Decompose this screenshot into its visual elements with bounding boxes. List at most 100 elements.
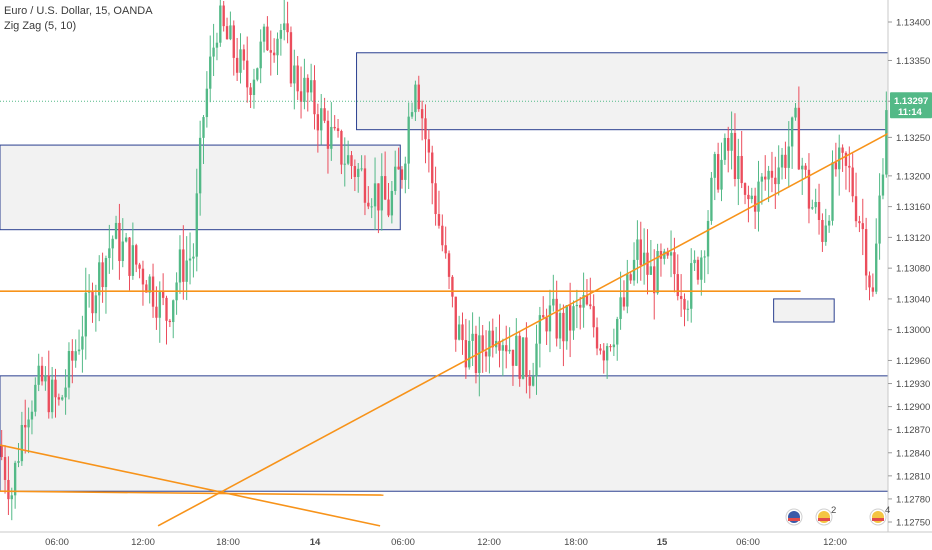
candle-body: [864, 229, 868, 276]
candle-body: [733, 132, 737, 180]
candle-body: [727, 137, 730, 151]
candle-body: [128, 237, 131, 276]
trendline-1: [0, 444, 381, 527]
candle-body: [673, 252, 676, 275]
price-axis-bg: [888, 0, 932, 550]
candle-body: [498, 340, 501, 351]
candle-body: [71, 350, 74, 361]
candle-body: [511, 349, 515, 366]
candle-body: [531, 376, 535, 386]
time-tick-label: 06:00: [45, 537, 69, 548]
candle-body: [394, 166, 397, 191]
candle-body: [619, 297, 622, 319]
price-tick-label: 1.13250: [896, 133, 930, 144]
candle-body: [98, 262, 101, 296]
candle-body: [666, 251, 669, 256]
candle-body: [165, 297, 168, 321]
candle-body: [518, 335, 521, 379]
candle-body: [437, 214, 441, 226]
badge-stripe: [818, 518, 830, 521]
indicator-label: Zig Zag (5, 10): [4, 20, 77, 32]
candle-body: [622, 297, 626, 307]
price-tick-label: 1.13040: [896, 294, 930, 305]
candle-body: [10, 495, 13, 500]
candle-body: [417, 84, 420, 110]
candle-body: [834, 162, 838, 170]
candle-body: [525, 337, 528, 377]
candle-body: [326, 120, 330, 149]
candle-body: [515, 335, 518, 366]
candle-body: [706, 220, 710, 257]
candle-body: [114, 222, 118, 239]
zone-rectangle-2: [0, 375, 889, 492]
candle-body: [616, 318, 619, 345]
candle-body: [464, 340, 468, 368]
candle-body: [797, 107, 801, 170]
price-tick-label: 1.13200: [896, 171, 930, 182]
candle-body: [182, 249, 185, 282]
candle-body: [124, 237, 128, 242]
candle-body: [679, 296, 683, 299]
eu-flag-icon[interactable]: 4: [869, 505, 890, 526]
candle-body: [861, 223, 864, 230]
candle-body: [205, 88, 209, 118]
candle-body: [831, 162, 834, 221]
eu-flag-icon[interactable]: 2: [815, 505, 836, 526]
candle-body: [764, 176, 767, 180]
candle-body: [293, 65, 296, 84]
price-tick-label: 1.13120: [896, 233, 930, 244]
price-tick-label: 1.12840: [896, 448, 930, 459]
candle-body: [528, 376, 531, 386]
candle-body: [242, 49, 246, 61]
candle-body: [185, 260, 188, 282]
candle-body: [663, 251, 666, 259]
candle-body: [0, 445, 3, 458]
time-tick-label: 12:00: [823, 537, 847, 548]
candle-body: [168, 320, 172, 323]
badge-flag: [788, 511, 800, 523]
candle-body: [491, 330, 494, 348]
candle-body: [158, 290, 161, 318]
candle-body: [753, 195, 757, 212]
candle-body: [629, 274, 632, 281]
candle-body: [30, 411, 34, 420]
candle-body: [878, 195, 881, 244]
candle-body: [548, 305, 552, 332]
candle-body: [161, 290, 165, 298]
price-tick-label: 1.13400: [896, 18, 930, 29]
candle-body: [780, 154, 784, 168]
candle-body: [283, 23, 286, 31]
candle-body: [770, 170, 774, 178]
candle-body: [44, 375, 47, 382]
candle-body: [61, 397, 64, 400]
candle-body: [686, 308, 690, 310]
candle-body: [737, 155, 740, 180]
candle-body: [811, 207, 814, 209]
candle-body: [303, 77, 306, 102]
candle-body: [40, 365, 44, 382]
candle-body: [232, 25, 235, 58]
time-tick-label: 18:00: [216, 537, 240, 548]
candle-body: [259, 41, 262, 69]
candle-body: [219, 5, 222, 43]
time-tick-label: 06:00: [736, 537, 760, 548]
candle-body: [64, 387, 67, 398]
candle-body: [723, 137, 727, 160]
candle-body: [595, 327, 599, 349]
candle-body: [67, 350, 71, 388]
candle-body: [787, 146, 790, 168]
badge-count: 2: [831, 505, 836, 516]
us-flag-icon[interactable]: [785, 508, 803, 526]
candle-body: [316, 114, 320, 131]
candle-body: [538, 315, 542, 344]
candle-body: [178, 249, 182, 283]
candle-body: [562, 312, 565, 342]
candle-body: [838, 147, 841, 170]
candle-body: [424, 118, 427, 140]
zone-rectangle-3: [773, 298, 835, 323]
candle-body: [13, 462, 17, 496]
time-tick-label: 18:00: [564, 537, 588, 548]
candle-body: [420, 109, 424, 119]
